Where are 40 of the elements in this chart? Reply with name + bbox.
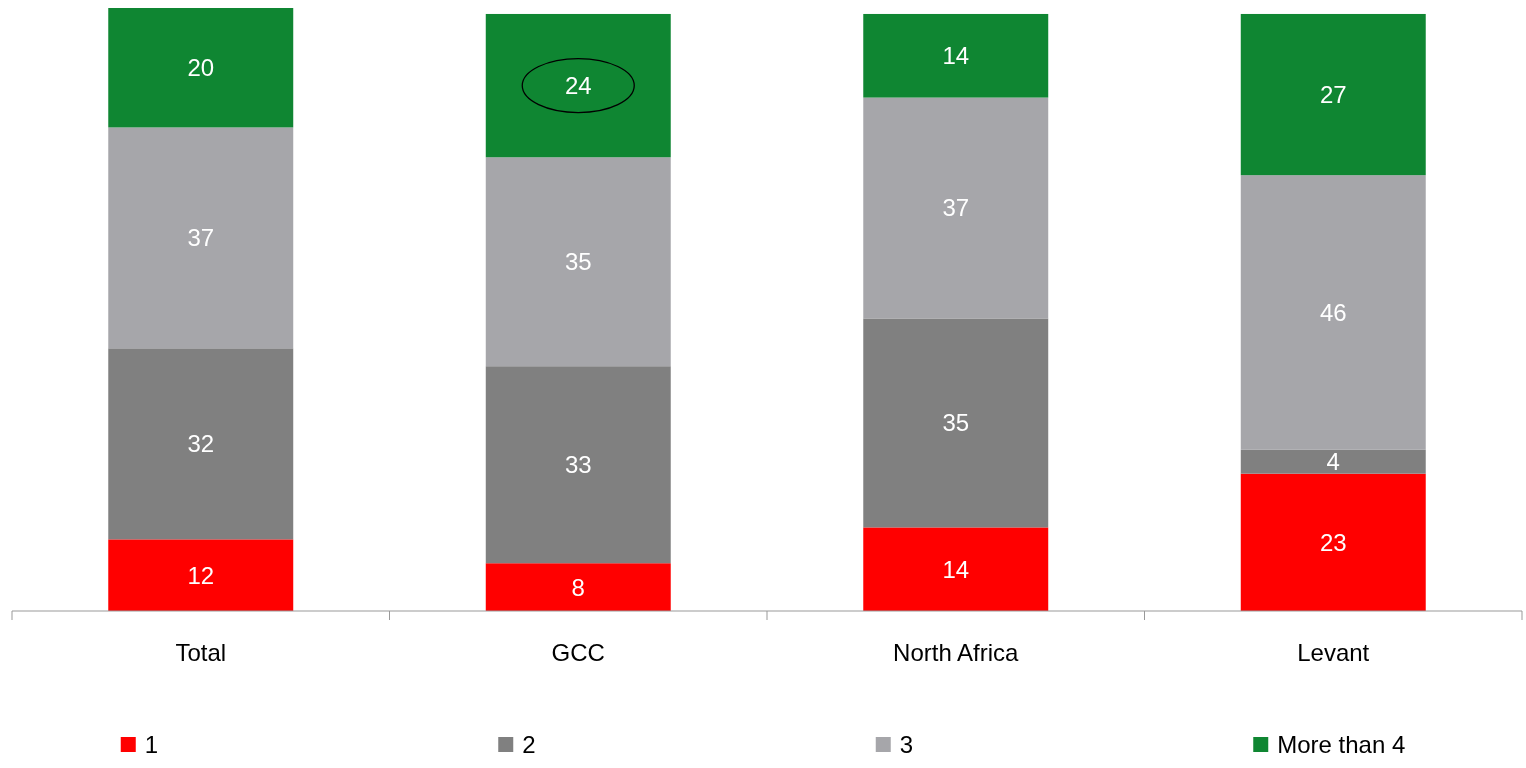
data-label: 14 xyxy=(942,42,970,70)
x-tick-label: Levant xyxy=(1297,639,1370,667)
bar xyxy=(108,539,294,611)
bar xyxy=(863,318,1049,528)
legend-label: More than 4 xyxy=(1277,731,1406,759)
data-label: 20 xyxy=(187,54,215,82)
data-label: 37 xyxy=(942,194,970,222)
data-label: 33 xyxy=(564,451,592,479)
legend-label: 3 xyxy=(899,731,914,759)
bar xyxy=(1240,449,1426,474)
bar xyxy=(108,8,294,128)
bar xyxy=(1240,13,1426,176)
bar xyxy=(108,348,294,540)
bar xyxy=(1240,175,1426,450)
x-tick-label: GCC xyxy=(551,639,605,667)
x-tick-label: Total xyxy=(175,639,227,667)
bar xyxy=(1240,473,1426,611)
bar xyxy=(485,563,671,611)
bar xyxy=(863,527,1049,611)
data-label: 35 xyxy=(564,248,592,276)
data-label: 32 xyxy=(187,430,215,458)
data-label: 23 xyxy=(1319,528,1347,556)
bar xyxy=(485,13,671,158)
data-label: 37 xyxy=(187,224,215,252)
bar xyxy=(485,366,671,564)
bar xyxy=(108,127,294,349)
legend-label: 1 xyxy=(144,731,159,759)
legend-label: 2 xyxy=(522,731,536,759)
bar xyxy=(863,13,1049,98)
data-label: 24 xyxy=(564,72,592,100)
x-tick-label: North Africa xyxy=(893,639,1020,667)
data-label: 4 xyxy=(1326,448,1340,476)
bar xyxy=(863,97,1049,319)
data-label: 8 xyxy=(571,573,585,601)
data-label: 12 xyxy=(187,561,215,589)
data-label: 46 xyxy=(1319,298,1347,326)
data-label: 35 xyxy=(942,409,970,437)
data-label: 14 xyxy=(942,555,970,583)
data-label: 27 xyxy=(1319,80,1347,108)
bar xyxy=(485,157,671,367)
